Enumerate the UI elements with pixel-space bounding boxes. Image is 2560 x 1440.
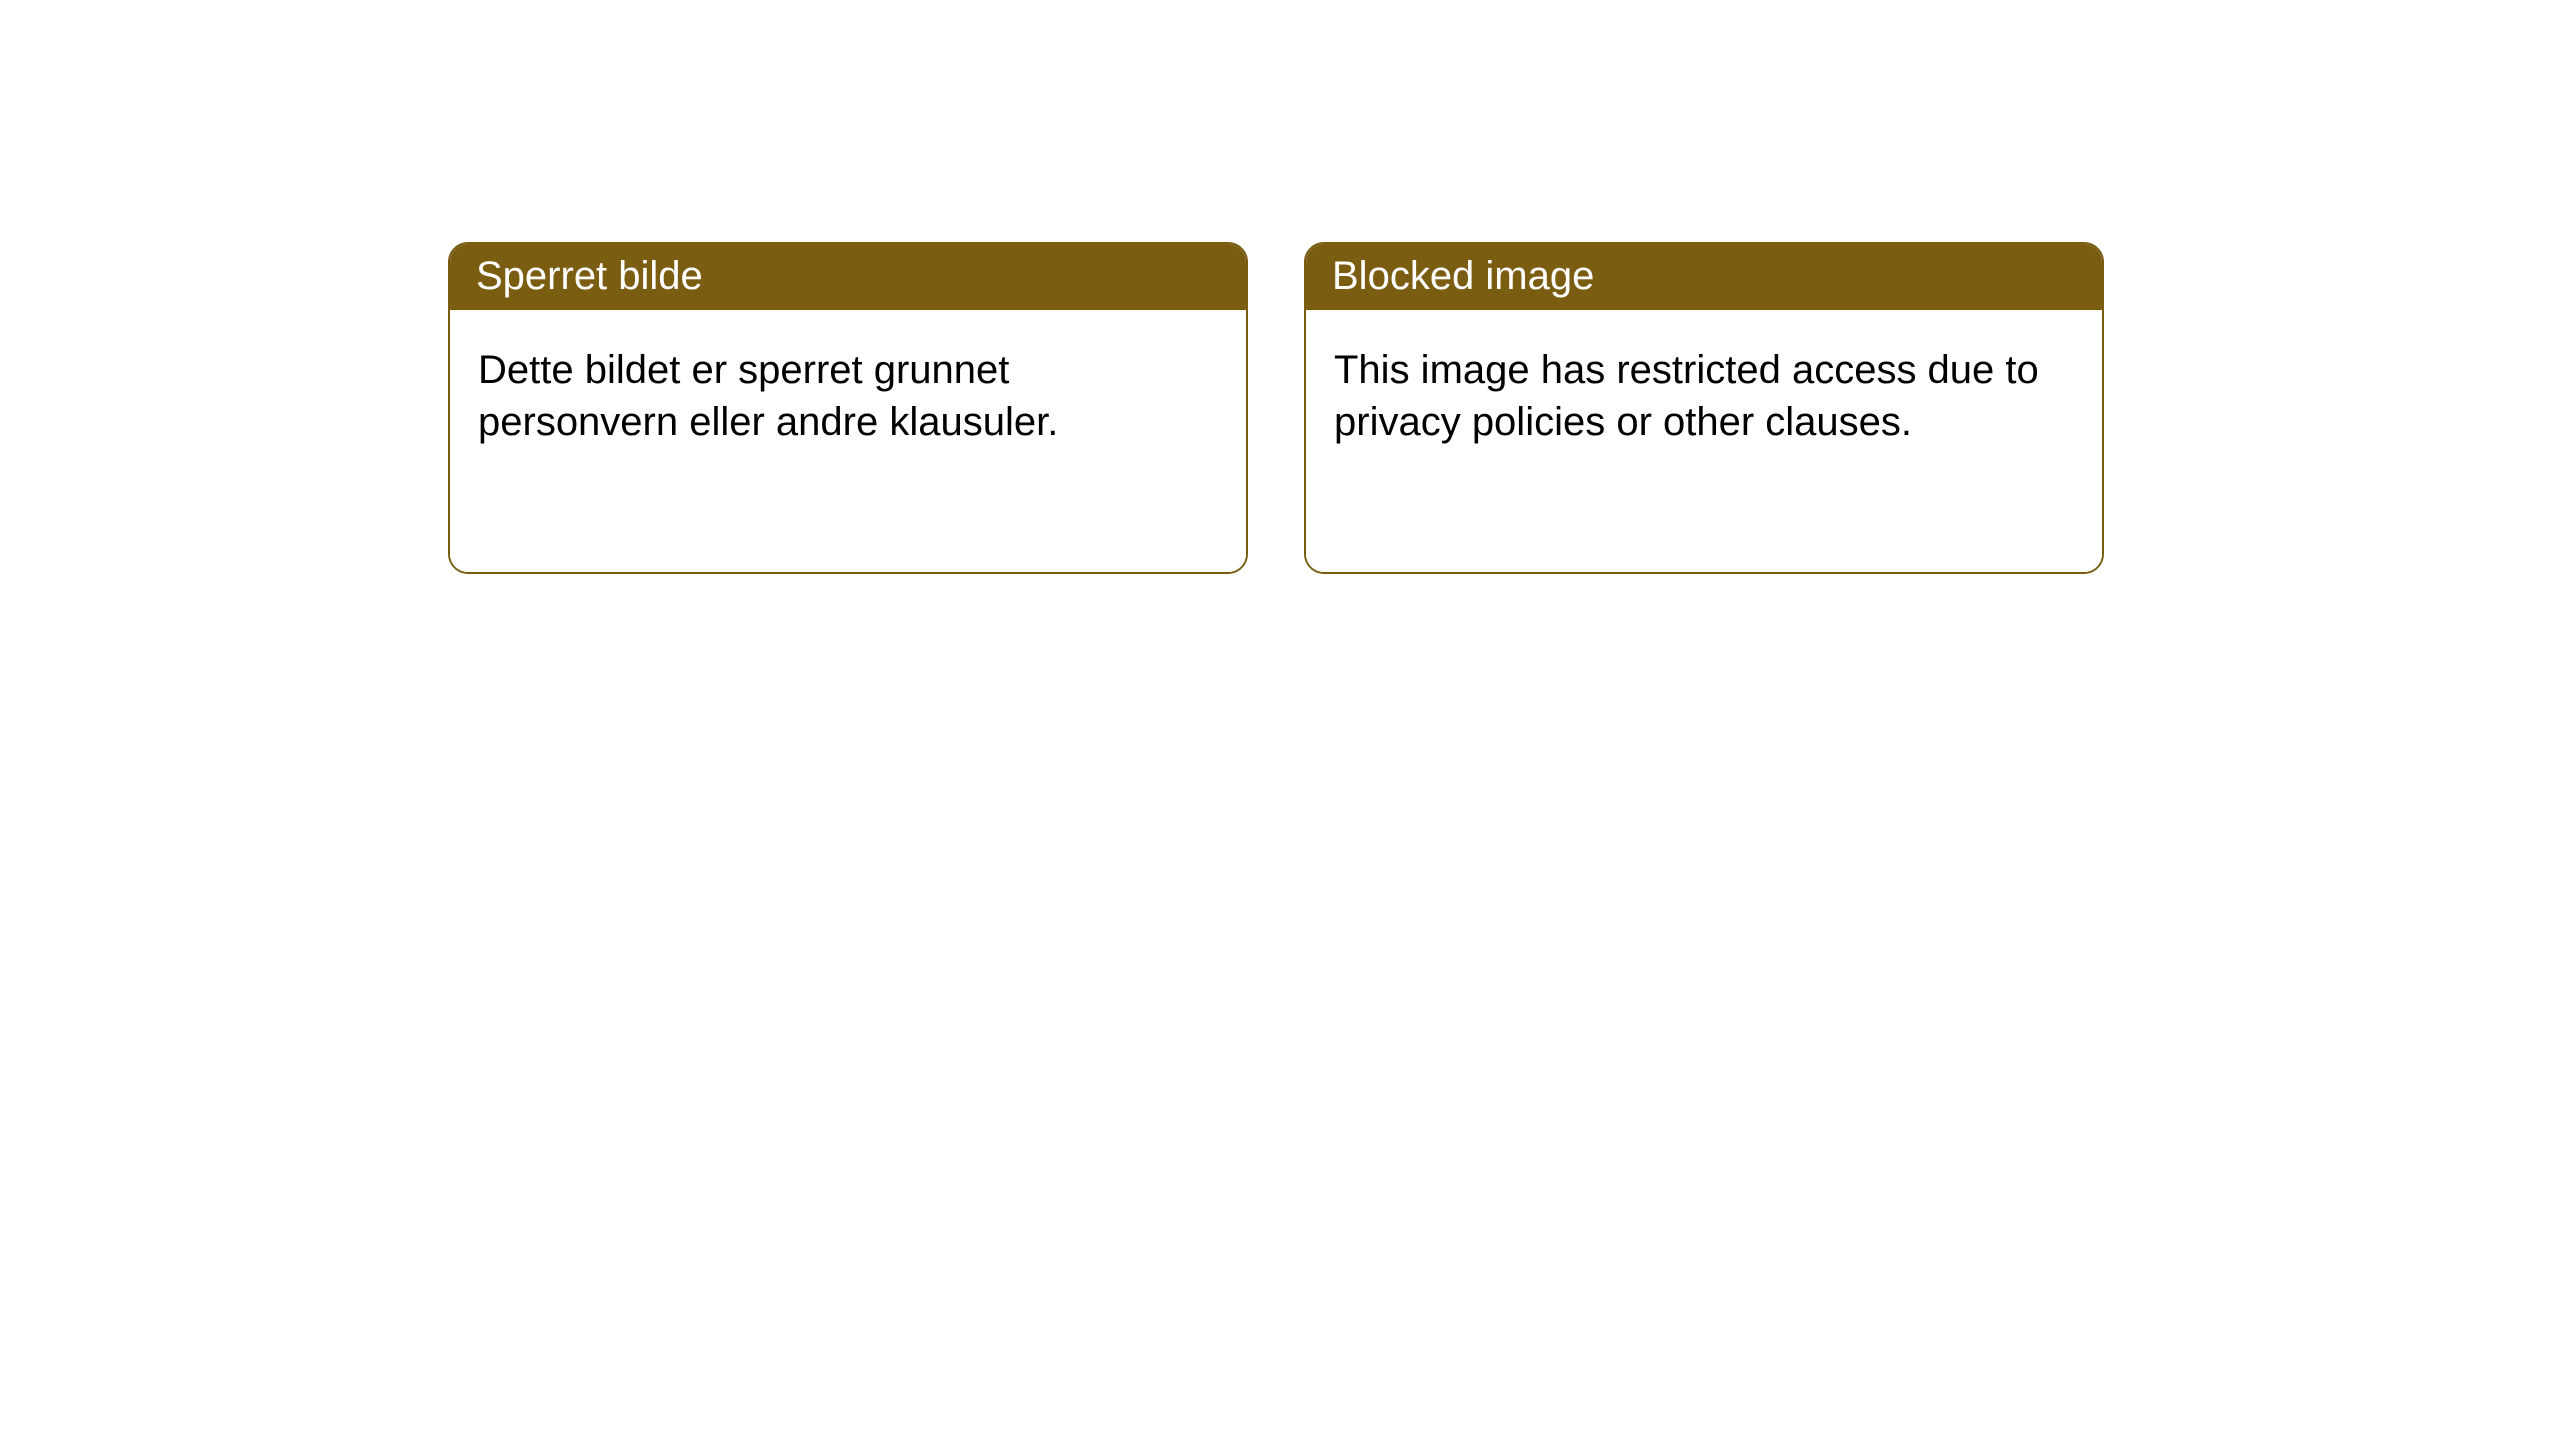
notice-header: Sperret bilde — [450, 244, 1246, 310]
notice-body: This image has restricted access due to … — [1306, 310, 2102, 572]
notice-box-english: Blocked image This image has restricted … — [1304, 242, 2104, 574]
notice-box-norwegian: Sperret bilde Dette bildet er sperret gr… — [448, 242, 1248, 574]
notice-header: Blocked image — [1306, 244, 2102, 310]
notices-container: Sperret bilde Dette bildet er sperret gr… — [0, 0, 2560, 574]
notice-body: Dette bildet er sperret grunnet personve… — [450, 310, 1246, 572]
